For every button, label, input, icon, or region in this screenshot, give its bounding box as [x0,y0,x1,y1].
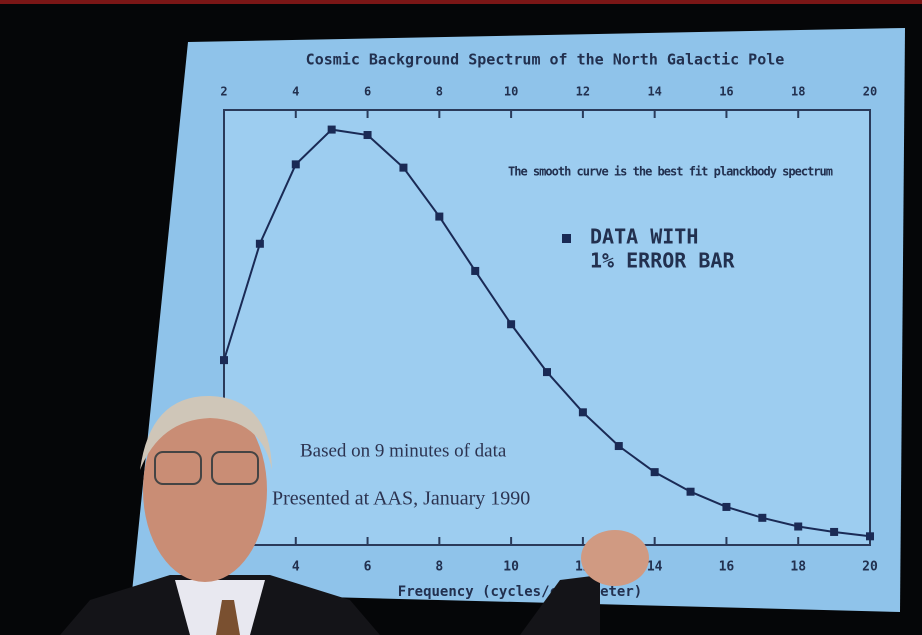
legend-line: 1% ERROR BAR [590,249,735,273]
data-point [758,513,767,522]
x-tick-label: 10 [504,85,518,99]
x-tick-label: 12 [576,85,590,99]
hair [140,395,272,470]
note: The smooth curve is the best fit planckb… [508,165,833,179]
data-point [327,125,336,134]
shirt [175,580,265,635]
data-point [435,212,444,221]
annotation: Based on 9 minutes of data [300,440,507,461]
legend-line: DATA WITH [590,225,698,249]
data-point [866,532,874,541]
x-axis-label: Frequency (cycles/centimeter) [398,584,642,600]
x-tick-label: 4 [292,85,299,99]
presenter [60,395,649,635]
x-tick-label: 14 [647,85,661,99]
glasses [211,451,259,485]
glasses [154,451,202,485]
data-point [291,160,300,169]
x-tick-label: 16 [719,560,735,575]
data-point [543,368,551,377]
x-tick-label: 4 [292,560,300,575]
x-tick-label: 2 [220,85,227,99]
x-tick-label: 16 [719,85,733,99]
x-tick-label: 18 [790,560,806,575]
data-point [614,442,623,451]
data-point [220,356,228,365]
data-point [255,239,264,248]
x-tick-label: 8 [435,560,443,575]
head [143,398,267,582]
data-point [722,502,731,511]
data-point [399,163,408,172]
data-point [830,527,839,536]
x-tick-label: 8 [436,85,443,99]
x-tick-label: 18 [791,85,805,99]
x-tick-label: 14 [647,560,663,575]
data-point [363,131,372,140]
plot-frame [223,109,871,546]
sleeve [520,575,600,635]
data-point [650,468,659,477]
top-stripe [0,0,922,4]
slide-title: Cosmic Background Spectrum of the North … [306,51,785,69]
hand [581,530,649,586]
data-point [794,522,803,531]
x-tick-label: 6 [364,85,371,99]
x-tick-label: 10 [503,560,519,575]
annotation: Presented at AAS, January 1990 [272,488,530,510]
data-point [507,320,516,329]
legend-marker [562,234,571,243]
data-point [578,408,587,417]
x-tick-label: 20 [862,560,878,575]
data-point [686,487,695,496]
x-tick-label: 6 [364,560,372,575]
tie [216,600,240,635]
x-tick-label: 20 [863,85,877,99]
data-point [471,266,480,275]
